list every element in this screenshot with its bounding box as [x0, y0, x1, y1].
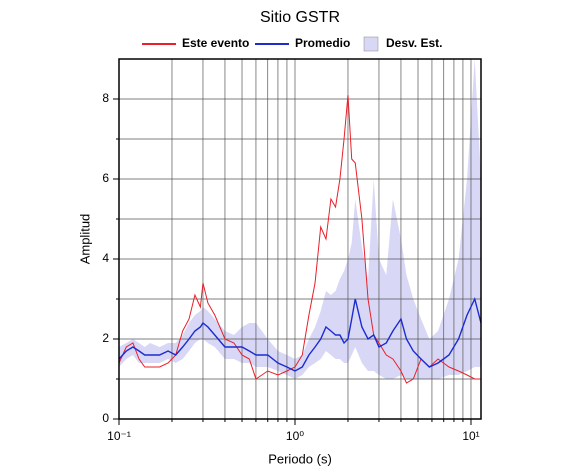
x-tick-label: 10⁻¹	[107, 429, 131, 443]
series-line	[118, 94, 481, 384]
chart-title: Sitio GSTR	[260, 9, 340, 26]
y-tick-label: 6	[102, 171, 109, 185]
y-tick-label: 8	[102, 91, 109, 105]
plot-frame	[118, 58, 482, 420]
y-tick-label: 0	[102, 411, 109, 425]
legend-swatch	[363, 36, 379, 52]
series-line	[118, 296, 482, 372]
legend-label: Este evento	[182, 36, 249, 50]
x-tick-label: 10¹	[462, 429, 479, 443]
legend-label: Desv. Est.	[386, 36, 442, 50]
legend-label: Promedio	[295, 36, 350, 50]
x-axis-label: Periodo (s)	[268, 451, 332, 466]
y-axis-label: Amplitud	[77, 214, 92, 265]
x-tick-label: 10⁰	[286, 429, 304, 443]
y-tick-label: 2	[102, 331, 109, 345]
y-tick-label: 4	[102, 251, 109, 265]
